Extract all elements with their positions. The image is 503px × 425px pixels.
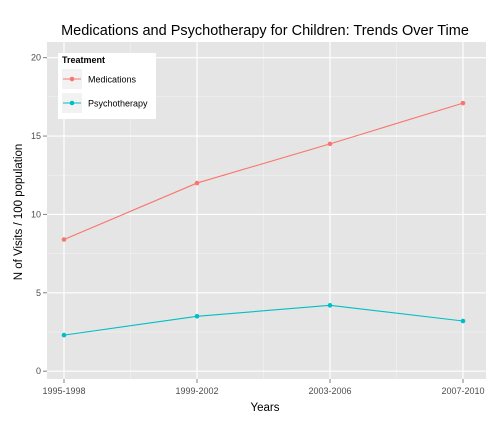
x-tick-label: 2007-2010 bbox=[441, 386, 484, 396]
y-tick-label: 5 bbox=[36, 288, 41, 298]
major-gridlines bbox=[47, 42, 486, 379]
medications-point bbox=[327, 141, 333, 147]
psychotherapy-point bbox=[61, 332, 67, 338]
psychotherapy-line bbox=[63, 304, 464, 336]
y-tick-label: 20 bbox=[31, 53, 41, 63]
y-tick-label: 10 bbox=[31, 209, 41, 219]
medications-line bbox=[63, 102, 464, 241]
legend-label-medications: Medications bbox=[88, 75, 137, 85]
x-axis-ticks: 1995-1998 1999-2002 2003-2006 2007-2010 bbox=[42, 379, 485, 396]
legend-label-psychotherapy: Psychotherapy bbox=[88, 99, 148, 109]
legend-title: Treatment bbox=[62, 55, 105, 65]
x-tick-label: 2003-2006 bbox=[308, 386, 351, 396]
legend: Treatment Medications Psychotherapy bbox=[58, 53, 156, 119]
chart-title: Medications and Psychotherapy for Childr… bbox=[61, 23, 469, 39]
x-tick-label: 1995-1998 bbox=[42, 386, 85, 396]
x-axis-label: Years bbox=[251, 402, 280, 414]
y-axis-label: N of Visits / 100 population bbox=[13, 144, 25, 281]
legend-key-point bbox=[69, 100, 75, 106]
legend-key-point bbox=[69, 76, 75, 82]
medications-point bbox=[460, 100, 466, 106]
medications-point bbox=[61, 237, 67, 242]
series-lines bbox=[61, 100, 466, 338]
y-tick-label: 0 bbox=[36, 366, 41, 376]
psychotherapy-point bbox=[327, 303, 333, 308]
x-tick-label: 1999-2002 bbox=[175, 386, 218, 396]
psychotherapy-point bbox=[194, 314, 200, 319]
y-axis-ticks: 0 5 10 15 20 bbox=[31, 53, 47, 376]
psychotherapy-point bbox=[460, 318, 466, 324]
medications-point bbox=[194, 180, 200, 186]
y-tick-label: 15 bbox=[31, 131, 41, 141]
